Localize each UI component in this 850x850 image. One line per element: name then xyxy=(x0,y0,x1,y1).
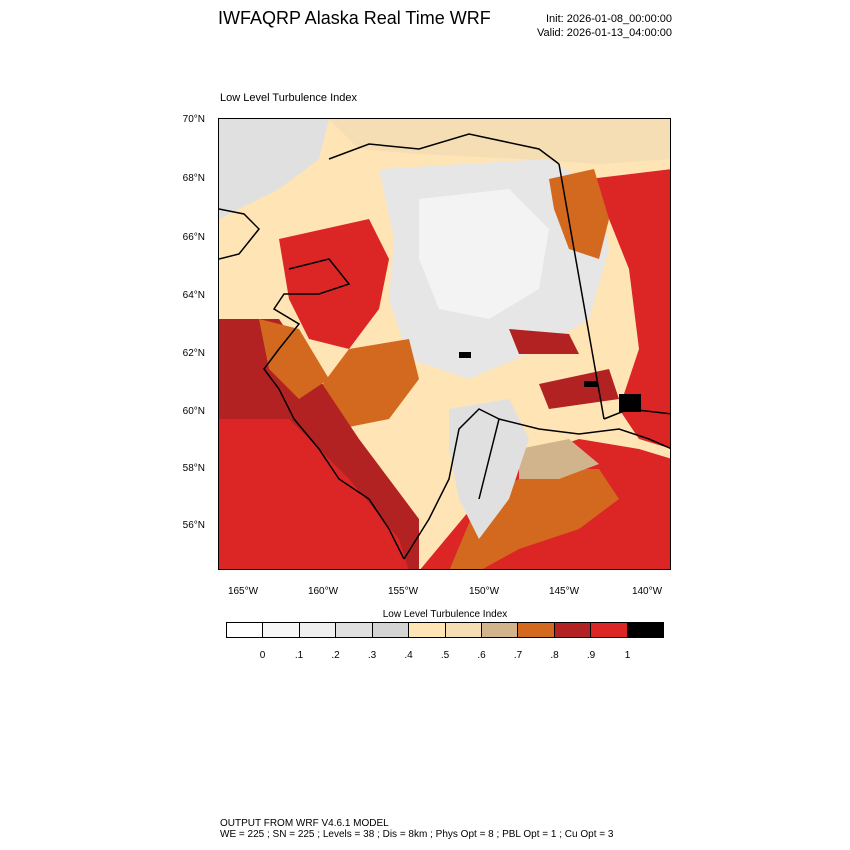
colorbar-box xyxy=(591,623,628,637)
colorbar-tick-label: .1 xyxy=(294,650,304,661)
tan-gulf xyxy=(519,439,599,479)
lat-label-60: 60°N xyxy=(182,406,205,417)
figure-title: IWFAQRP Alaska Real Time WRF xyxy=(218,8,491,28)
colorbar-tick-label: .9 xyxy=(586,650,596,661)
lat-label-58: 58°N xyxy=(182,463,205,474)
colorbar-box xyxy=(518,623,555,637)
red-bering-south xyxy=(219,419,409,569)
plot-title: Low Level Turbulence Index xyxy=(220,92,357,104)
colorbar-box xyxy=(554,623,592,637)
colorbar xyxy=(226,622,664,638)
lon-label-140: 140°W xyxy=(631,586,663,597)
lat-label-70: 70°N xyxy=(182,114,205,125)
colorbar-box xyxy=(372,623,410,637)
black-spot-east xyxy=(619,394,641,412)
colorbar-box xyxy=(299,623,337,637)
lat-label-66: 66°N xyxy=(182,232,205,243)
white-interior xyxy=(419,189,549,319)
colorbar-tick-label: .7 xyxy=(513,650,523,661)
lat-label-56: 56°N xyxy=(182,520,205,531)
colorbar-box xyxy=(627,623,664,637)
colorbar-box xyxy=(227,623,264,637)
red-region-east xyxy=(589,169,670,449)
coastline-chukotka xyxy=(219,208,261,260)
colorbar-tick-label: .2 xyxy=(331,650,340,661)
lat-label-62: 62°N xyxy=(182,348,205,359)
colorbar-tick-label: .3 xyxy=(367,650,377,661)
lon-label-145: 145°W xyxy=(548,586,580,597)
colorbar-tick-label: .5 xyxy=(440,650,450,661)
red-region-west xyxy=(279,219,389,349)
coastline-west xyxy=(263,258,405,560)
black-spot-wrangell xyxy=(584,381,598,387)
coastline-gulf xyxy=(498,418,670,449)
valid-time: Valid: 2026-01-13_04:00:00 xyxy=(537,27,672,39)
colorbar-box xyxy=(481,623,519,637)
grey-cook-inlet xyxy=(449,399,529,539)
footer-model-line: OUTPUT FROM WRF V4.6.1 MODEL xyxy=(220,818,389,829)
lon-label-155: 155°W xyxy=(387,586,419,597)
footer-config-line: WE = 225 ; SN = 225 ; Levels = 38 ; Dis … xyxy=(220,829,614,840)
coastline-cook-inlet xyxy=(403,408,500,560)
lat-label-64: 64°N xyxy=(182,290,205,301)
init-time: Init: 2026-01-08_00:00:00 xyxy=(546,13,672,25)
lon-label-150: 150°W xyxy=(468,586,500,597)
colorbar-tick-label: .8 xyxy=(550,650,559,661)
colorbar-box xyxy=(445,623,482,637)
colorbar-title: Low Level Turbulence Index xyxy=(382,609,508,620)
colorbar-tick-label: 1 xyxy=(624,650,631,661)
black-spot-central xyxy=(459,352,471,358)
colorbar-box xyxy=(336,623,373,637)
colorbar-tick-label: .6 xyxy=(477,650,486,661)
orange-bering xyxy=(259,319,329,399)
dark-red-alaska-range xyxy=(509,329,579,354)
turbulence-map xyxy=(219,119,670,569)
lat-label-68: 68°N xyxy=(182,173,205,184)
colorbar-tick-label: 0 xyxy=(259,650,266,661)
lon-label-160: 160°W xyxy=(307,586,339,597)
lon-label-165: 165°W xyxy=(227,586,259,597)
grey-region-nw xyxy=(219,119,329,219)
border-southeast xyxy=(603,408,670,420)
dark-red-wrangell xyxy=(539,369,619,409)
orange-region-southwest xyxy=(319,339,419,429)
colorbar-box xyxy=(263,623,300,637)
colorbar-box xyxy=(409,623,446,637)
map-panel xyxy=(218,118,671,570)
coastline-arctic xyxy=(328,133,560,165)
border-alaska-canada xyxy=(558,163,605,420)
colorbar-tick-label: .4 xyxy=(404,650,413,661)
tan-region-north xyxy=(329,119,670,164)
